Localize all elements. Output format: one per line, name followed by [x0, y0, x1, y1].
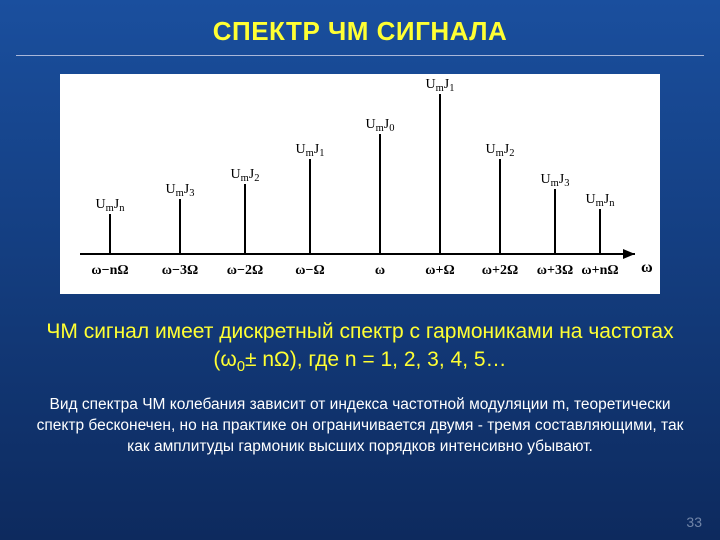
spectrum-svg: ω UmJn ω−nΩ UmJ3 ω−3Ω UmJ2 ω−2Ω UmJ1 ω−Ω UmJ0 ω UmJ… — [60, 74, 660, 294]
svg-text:ω+Ω: ω+Ω — [425, 263, 454, 278]
svg-text:UmJ1: UmJ1 — [426, 77, 455, 94]
svg-text:ω: ω — [375, 263, 385, 278]
slide: СПЕКТР ЧМ СИГНАЛА ωUmJnω−nΩUmJ3ω−3ΩUmJ2ω… — [0, 0, 720, 540]
svg-text:ω+3Ω: ω+3Ω — [537, 263, 573, 278]
spectrum-chart: ω UmJn ω−nΩ UmJ3 ω−3Ω UmJ2 ω−2Ω UmJ1 ω−Ω UmJ0 ω UmJ… — [60, 74, 660, 294]
svg-text:UmJ0: UmJ0 — [366, 117, 395, 134]
subtitle-main-sub: 0 — [237, 360, 245, 376]
svg-text:UmJ2: UmJ2 — [486, 142, 515, 159]
svg-text:ω: ω — [641, 259, 653, 276]
subtitle-secondary: Вид спектра ЧМ колебания зависит от инде… — [28, 395, 692, 458]
svg-text:ω−nΩ: ω−nΩ — [91, 263, 128, 278]
svg-text:UmJ2: UmJ2 — [231, 167, 260, 184]
svg-text:ω−Ω: ω−Ω — [295, 263, 324, 278]
svg-text:UmJn: UmJn — [96, 197, 126, 214]
svg-text:UmJ3: UmJ3 — [166, 182, 195, 199]
page-number: 33 — [686, 514, 702, 530]
svg-text:ω−2Ω: ω−2Ω — [227, 263, 263, 278]
svg-text:ω−3Ω: ω−3Ω — [162, 263, 198, 278]
svg-text:ω+nΩ: ω+nΩ — [581, 263, 618, 278]
svg-text:UmJn: UmJn — [586, 192, 616, 209]
svg-text:UmJ3: UmJ3 — [541, 172, 570, 189]
svg-text:UmJ1: UmJ1 — [296, 142, 325, 159]
svg-text:ω+2Ω: ω+2Ω — [482, 263, 518, 278]
slide-title: СПЕКТР ЧМ СИГНАЛА — [0, 0, 720, 47]
title-underline — [16, 55, 704, 56]
subtitle-main: ЧМ сигнал имеет дискретный спектр с гарм… — [30, 318, 690, 375]
subtitle-main-part2: ± nΩ), где n = 1, 2, 3, 4, 5… — [245, 348, 507, 371]
